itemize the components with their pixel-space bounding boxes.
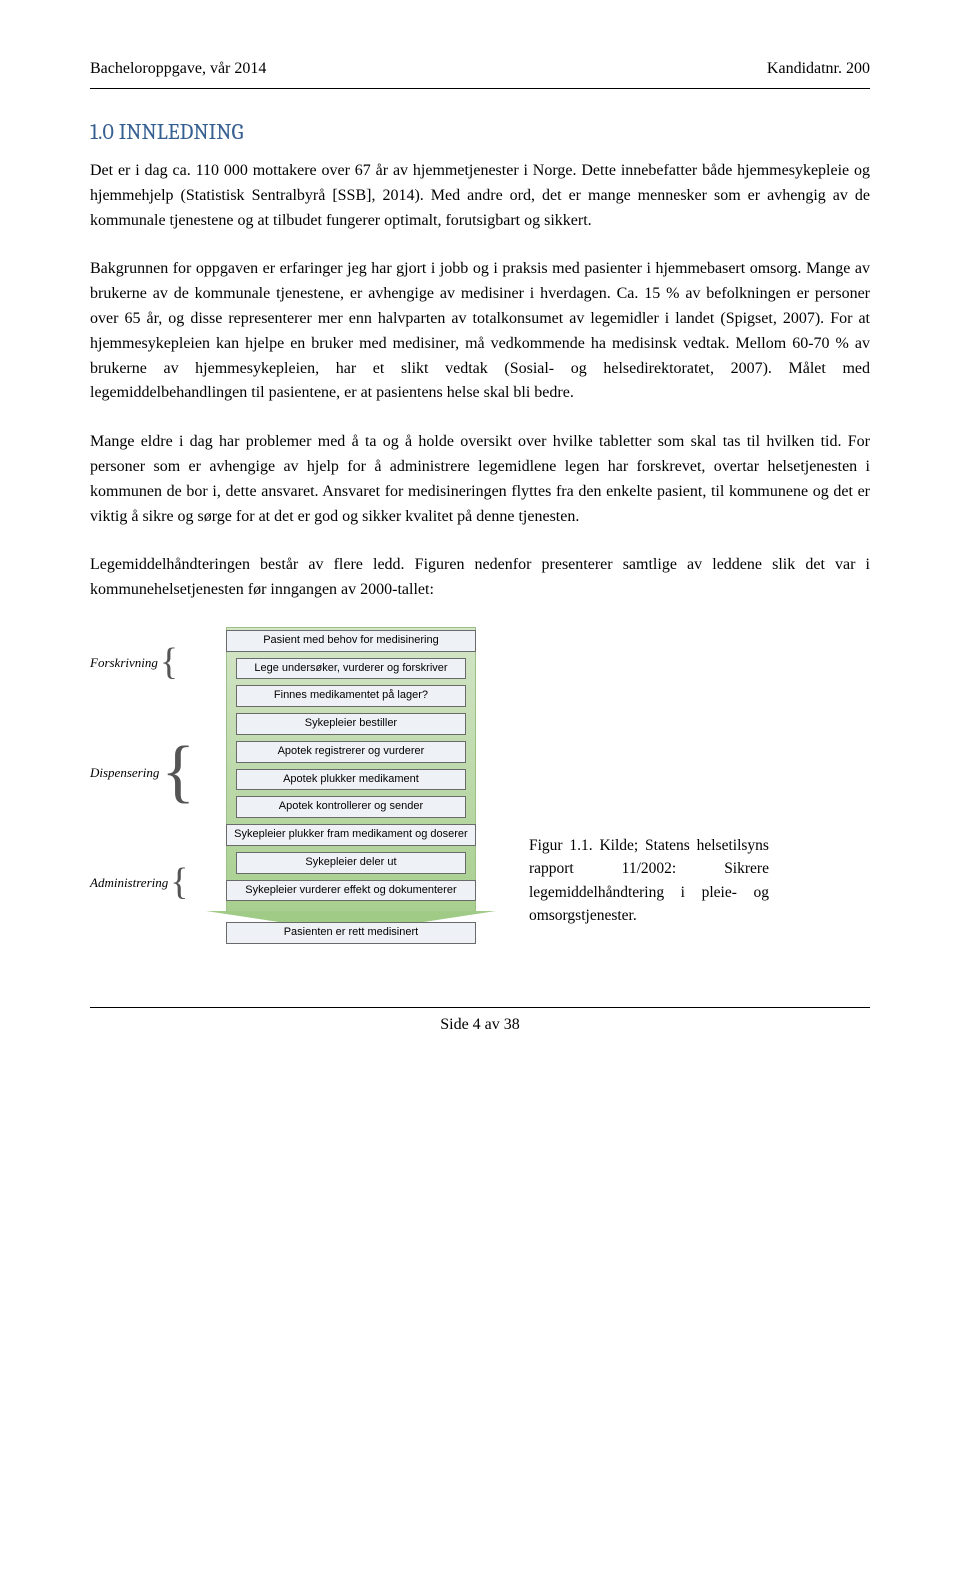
figure-caption: Figur 1.1. Kilde; Statens helsetilsyns r…	[529, 834, 769, 947]
header-rule	[90, 88, 870, 89]
brace-dispensering: Dispensering {	[90, 697, 195, 847]
brace-label: Administrering	[90, 873, 168, 891]
brace-icon: {	[160, 645, 178, 679]
flow-step-2: Lege undersøker, vurderer og forskriver	[236, 658, 466, 680]
page-footer: Side 4 av 38	[90, 1016, 870, 1034]
header-left: Bacheloroppgave, vår 2014	[90, 60, 266, 78]
footer-rule	[90, 1007, 870, 1008]
flow-step-9: Sykepleier deler ut	[236, 852, 466, 874]
brace-label: Dispensering	[90, 763, 159, 781]
brace-label: Forskrivning	[90, 653, 158, 671]
paragraph-4: Legemiddelhåndteringen består av flere l…	[90, 553, 870, 603]
flowchart: Pasient med behov for medisinering Lege …	[201, 627, 501, 947]
flow-step-8: Sykepleier plukker fram medikament og do…	[226, 824, 476, 846]
figure-area: Forskrivning { Dispensering { Administre…	[90, 627, 870, 947]
brace-forskrivning: Forskrivning {	[90, 627, 195, 697]
brace-icon: {	[161, 740, 195, 803]
flow-step-4: Sykepleier bestiller	[236, 713, 466, 735]
page-header: Bacheloroppgave, vår 2014 Kandidatnr. 20…	[90, 60, 870, 78]
brace-column: Forskrivning { Dispensering { Administre…	[90, 627, 195, 917]
paragraph-2: Bakgrunnen for oppgaven er erfaringer je…	[90, 257, 870, 406]
flow-step-7: Apotek kontrollerer og sender	[236, 796, 466, 818]
flow-step-6: Apotek plukker medikament	[236, 769, 466, 791]
flow-step-5: Apotek registrerer og vurderer	[236, 741, 466, 763]
brace-icon: {	[170, 865, 188, 899]
flow-step-10: Sykepleier vurderer effekt og dokumenter…	[226, 880, 476, 902]
brace-administrering: Administrering {	[90, 847, 195, 917]
paragraph-1: Det er i dag ca. 110 000 mottakere over …	[90, 159, 870, 233]
paragraph-3: Mange eldre i dag har problemer med å ta…	[90, 430, 870, 529]
flow-step-11: Pasienten er rett medisinert	[226, 922, 476, 944]
section-heading: 1.0 INNLEDNING	[90, 119, 870, 145]
flow-step-1: Pasient med behov for medisinering	[226, 630, 476, 652]
flow-step-3: Finnes medikamentet på lager?	[236, 685, 466, 707]
header-right: Kandidatnr. 200	[767, 60, 870, 78]
